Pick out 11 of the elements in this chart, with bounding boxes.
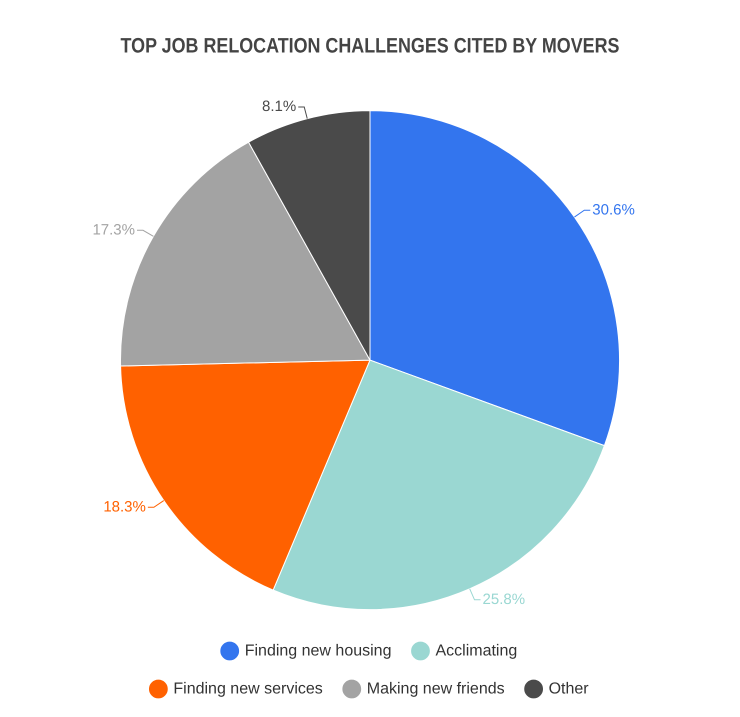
data-label: 17.3% [92,221,135,238]
data-label: 25.8% [482,590,526,608]
legend-label: Making new friends [366,680,505,698]
legend-label: Other [548,680,590,698]
legend-label: Finding new housing [244,642,392,660]
data-label: 30.6% [592,201,635,218]
data-label: 8.1% [262,98,296,116]
chart-title: TOP JOB RELOCATION CHALLENGES CITED BY MOVERS [120,34,620,58]
legend-label: Acclimating [435,642,518,660]
data-label: 18.3% [103,498,146,516]
legend-label: Finding new services [173,680,323,698]
